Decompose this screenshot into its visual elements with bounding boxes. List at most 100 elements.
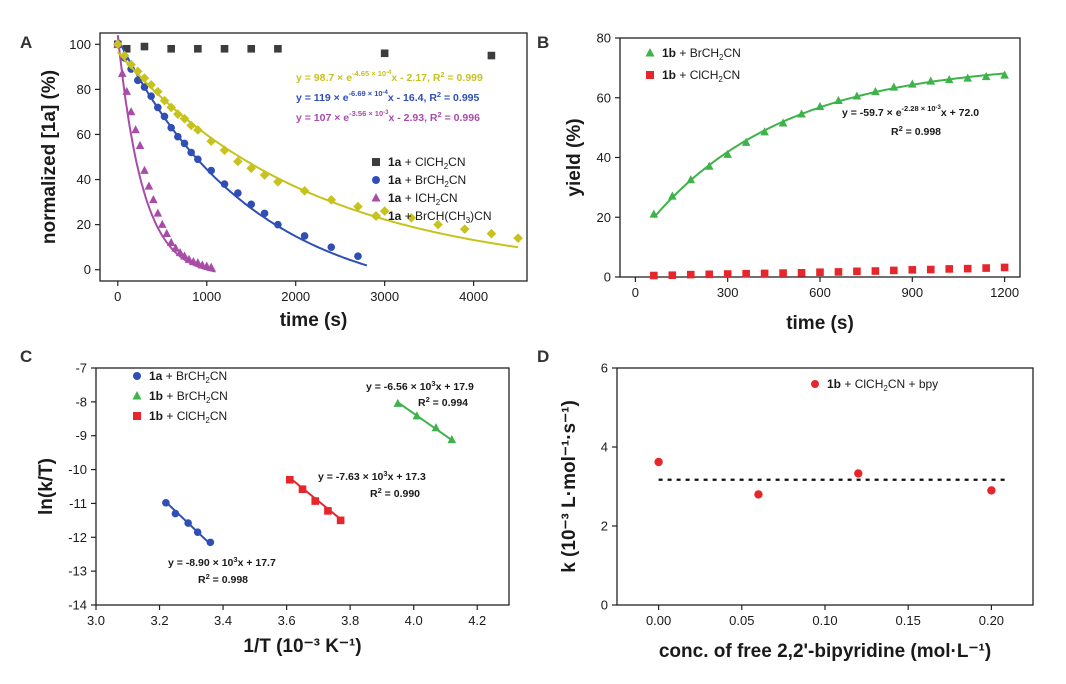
data-point <box>167 44 175 53</box>
data-point <box>220 180 229 188</box>
data-point <box>654 457 663 467</box>
data-point <box>167 123 175 132</box>
data-point <box>135 140 145 150</box>
plot-frame <box>616 367 1034 606</box>
data-point <box>166 237 176 246</box>
y-tick-label: -7 <box>75 361 87 376</box>
data-point <box>513 233 523 243</box>
data-point <box>112 39 123 50</box>
data-point <box>327 243 336 251</box>
data-point <box>816 268 824 277</box>
legend-marker <box>811 380 819 388</box>
data-point <box>431 423 441 432</box>
data-point <box>412 411 422 420</box>
data-point <box>668 191 677 200</box>
panel-letter-b: B <box>537 33 549 52</box>
data-point <box>140 42 149 51</box>
data-point <box>131 125 140 134</box>
data-point <box>336 516 345 525</box>
y-tick-label: 100 <box>69 37 91 52</box>
y-axis-label: ln(k/T) <box>36 458 57 515</box>
data-point <box>166 102 176 113</box>
data-point <box>149 195 158 204</box>
y-tick-label: -9 <box>75 428 87 443</box>
data-point <box>260 209 269 218</box>
data-point <box>433 219 443 230</box>
data-point <box>326 195 337 205</box>
fit-equation: y = 119 × e-6.69 × 10-4x - 16.4, R2 = 0.… <box>296 89 479 104</box>
legend-marker <box>133 412 141 420</box>
legend-label: 1b + ClCH2CN + bpy <box>827 377 938 393</box>
y-tick-label: 60 <box>597 90 611 105</box>
data-point <box>300 232 309 240</box>
data-point <box>406 213 417 223</box>
data-point <box>184 254 194 263</box>
data-point <box>487 51 496 60</box>
data-point <box>779 269 787 277</box>
x-tick-label: 0 <box>632 285 639 300</box>
plot-frame <box>99 32 528 282</box>
data-point <box>144 181 154 190</box>
data-point <box>760 127 769 136</box>
y-tick-label: 80 <box>77 82 91 97</box>
data-point <box>723 270 732 278</box>
data-point <box>160 112 169 121</box>
legend-marker <box>371 211 381 221</box>
x-tick-label: 2000 <box>281 289 310 304</box>
x-tick-label: 300 <box>717 285 739 300</box>
x-tick-label: 4000 <box>459 289 488 304</box>
y-tick-label: -12 <box>68 530 87 545</box>
data-point <box>153 86 163 97</box>
y-tick-label: 20 <box>597 210 611 225</box>
legend-label: 1b + BrCH2CN <box>149 389 228 405</box>
data-point <box>298 485 307 494</box>
data-point <box>754 490 763 499</box>
fit-r-squared: R2 = 0.990 <box>370 486 420 500</box>
data-point <box>987 486 996 495</box>
data-point <box>179 113 190 124</box>
x-tick-label: 3.2 <box>150 613 168 628</box>
data-point <box>324 507 332 515</box>
x-tick-label: 3.4 <box>214 613 232 628</box>
data-point <box>908 266 917 274</box>
chart-panel-c: 3.0 3.2 3.4 3.6 3.8 4.0 4.2 -14 -13 -12 -11 -10 -9 -8… <box>36 361 510 657</box>
data-point <box>117 68 127 77</box>
fit-r-squared: R2 = 0.994 <box>418 395 468 409</box>
data-point <box>122 86 131 95</box>
fit-equation: y = -59.7 × e-2.28 × 10-3x + 72.0 <box>842 104 979 119</box>
data-point <box>650 271 658 280</box>
data-point <box>379 206 390 216</box>
data-point <box>180 139 189 148</box>
legend-label: 1a + BrCH2CN <box>388 173 466 189</box>
fit-equation: y = -6.56 × 103x + 17.9 <box>366 379 474 393</box>
data-point <box>194 155 202 164</box>
legend-label: 1b + ClCH2CN <box>662 68 740 84</box>
fit-line <box>397 401 453 441</box>
data-point <box>126 107 136 116</box>
data-point <box>219 145 230 156</box>
data-point <box>233 156 243 167</box>
data-point <box>944 75 954 84</box>
data-point <box>122 44 131 53</box>
panel-letter-c: C <box>20 347 32 366</box>
data-point <box>159 95 170 106</box>
data-point <box>140 83 149 91</box>
x-tick-label: 3.6 <box>278 613 296 628</box>
data-point <box>1000 70 1009 79</box>
x-axis-label: 1/T (10⁻³ K⁻¹) <box>243 636 361 657</box>
data-point <box>760 269 769 278</box>
data-point <box>285 475 294 484</box>
data-point <box>247 44 256 53</box>
legend-marker <box>371 193 381 202</box>
x-tick-label: 4.2 <box>468 613 486 628</box>
x-tick-label: 0.05 <box>729 613 754 628</box>
x-tick-label: 0.20 <box>979 613 1004 628</box>
legend-label: 1a + ClCH2CN <box>388 155 466 171</box>
data-point <box>353 201 363 212</box>
x-tick-label: 900 <box>901 285 923 300</box>
plot-frame <box>95 367 510 606</box>
data-point <box>273 177 283 187</box>
data-point <box>668 271 677 280</box>
fit-r-squared: R2 = 0.998 <box>198 572 248 586</box>
legend-marker <box>646 71 654 79</box>
